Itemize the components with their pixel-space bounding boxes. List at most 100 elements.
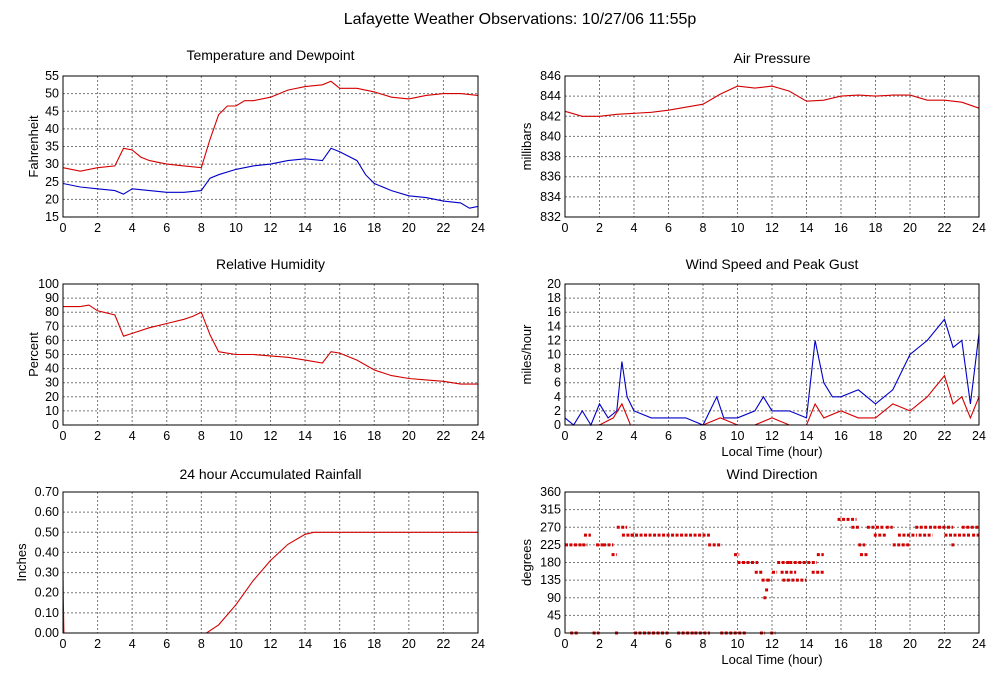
plot-frame bbox=[62, 491, 479, 634]
xtick-label: 24 bbox=[471, 637, 485, 651]
ytick-label: 80 bbox=[45, 305, 59, 319]
xtick-label: 4 bbox=[129, 221, 136, 235]
ytick-label: 0 bbox=[554, 418, 561, 432]
ytick-label: 135 bbox=[540, 573, 561, 587]
ytick-label: 8 bbox=[554, 362, 561, 376]
ytick-label: 0.50 bbox=[35, 525, 59, 539]
xtick-label: 0 bbox=[562, 221, 569, 235]
ytick-label: 30 bbox=[45, 376, 59, 390]
xtick-label: 14 bbox=[298, 221, 312, 235]
ytick-label: 0.20 bbox=[35, 586, 59, 600]
xtick-label: 6 bbox=[665, 221, 672, 235]
y-axis-label: degrees bbox=[519, 539, 534, 586]
ytick-label: 838 bbox=[540, 150, 561, 164]
xtick-label: 0 bbox=[60, 637, 67, 651]
xtick-label: 8 bbox=[700, 429, 707, 443]
xtick-label: 14 bbox=[800, 637, 814, 651]
xtick-label: 16 bbox=[834, 637, 848, 651]
xtick-label: 22 bbox=[436, 221, 450, 235]
xtick-label: 2 bbox=[94, 429, 101, 443]
y-axis-label: Fahrenheit bbox=[26, 115, 41, 178]
plot-frame bbox=[564, 491, 980, 634]
xtick-label: 14 bbox=[800, 221, 814, 235]
xtick-label: 20 bbox=[402, 429, 416, 443]
ytick-label: 846 bbox=[540, 69, 561, 83]
xtick-label: 8 bbox=[700, 637, 707, 651]
xtick-label: 18 bbox=[869, 429, 883, 443]
xtick-label: 0 bbox=[562, 429, 569, 443]
xtick-label: 6 bbox=[163, 221, 170, 235]
ytick-label: 0 bbox=[554, 626, 561, 640]
ytick-label: 0.40 bbox=[35, 545, 59, 559]
xtick-label: 16 bbox=[333, 221, 347, 235]
xtick-label: 14 bbox=[298, 429, 312, 443]
ytick-label: 0.60 bbox=[35, 505, 59, 519]
series-line-blue bbox=[564, 318, 980, 427]
xtick-label: 8 bbox=[198, 637, 205, 651]
xtick-label: 12 bbox=[765, 429, 779, 443]
y-axis-label: miles/hour bbox=[519, 324, 534, 385]
ytick-label: 0.30 bbox=[35, 566, 59, 580]
ytick-label: 840 bbox=[540, 129, 561, 143]
series-line-blue bbox=[62, 147, 479, 209]
ytick-label: 842 bbox=[540, 109, 561, 123]
ytick-label: 18 bbox=[547, 291, 561, 305]
xtick-label: 18 bbox=[869, 637, 883, 651]
xtick-label: 0 bbox=[60, 221, 67, 235]
ytick-label: 25 bbox=[45, 175, 59, 189]
xtick-label: 20 bbox=[402, 221, 416, 235]
series-line-red bbox=[63, 304, 478, 385]
xtick-label: 2 bbox=[94, 637, 101, 651]
xtick-label: 10 bbox=[731, 221, 745, 235]
xtick-label: 12 bbox=[765, 221, 779, 235]
ytick-label: 16 bbox=[547, 305, 561, 319]
xtick-label: 10 bbox=[731, 637, 745, 651]
xtick-label: 10 bbox=[731, 429, 745, 443]
ytick-label: 55 bbox=[45, 69, 59, 83]
series-line-red bbox=[564, 85, 980, 117]
xtick-label: 24 bbox=[471, 221, 485, 235]
ytick-label: 35 bbox=[45, 140, 59, 154]
ytick-label: 45 bbox=[45, 104, 59, 118]
xtick-label: 8 bbox=[700, 221, 707, 235]
ytick-label: 360 bbox=[540, 485, 561, 499]
xtick-label: 4 bbox=[129, 429, 136, 443]
ytick-label: 225 bbox=[540, 538, 561, 552]
chart-title: Air Pressure bbox=[733, 50, 810, 66]
chart-title: Relative Humidity bbox=[216, 256, 325, 272]
xtick-label: 20 bbox=[903, 221, 917, 235]
xtick-label: 12 bbox=[264, 221, 278, 235]
xtick-label: 2 bbox=[596, 637, 603, 651]
ytick-label: 4 bbox=[554, 390, 561, 404]
xtick-label: 6 bbox=[665, 637, 672, 651]
xtick-label: 8 bbox=[198, 221, 205, 235]
ytick-label: 180 bbox=[540, 556, 561, 570]
y-axis-label: Inches bbox=[14, 543, 29, 582]
ytick-label: 0.70 bbox=[35, 485, 59, 499]
xtick-label: 22 bbox=[436, 637, 450, 651]
xtick-label: 24 bbox=[972, 221, 986, 235]
ytick-label: 60 bbox=[45, 333, 59, 347]
xtick-label: 20 bbox=[903, 637, 917, 651]
ytick-label: 20 bbox=[547, 277, 561, 291]
xtick-label: 10 bbox=[229, 637, 243, 651]
xtick-label: 24 bbox=[471, 429, 485, 443]
xtick-label: 6 bbox=[163, 429, 170, 443]
y-axis-label: millibars bbox=[519, 122, 534, 170]
chart-rain: 0.000.100.200.300.400.500.600.700 2 4 6 8 10 1… bbox=[14, 466, 485, 651]
xtick-label: 16 bbox=[834, 429, 848, 443]
ytick-label: 40 bbox=[45, 122, 59, 136]
ytick-label: 12 bbox=[547, 333, 561, 347]
xtick-label: 0 bbox=[562, 637, 569, 651]
xtick-label: 22 bbox=[938, 429, 952, 443]
xtick-label: 16 bbox=[333, 429, 347, 443]
xtick-label: 6 bbox=[665, 429, 672, 443]
xtick-label: 16 bbox=[834, 221, 848, 235]
xtick-label: 18 bbox=[367, 429, 381, 443]
xtick-label: 8 bbox=[198, 429, 205, 443]
ytick-label: 6 bbox=[554, 376, 561, 390]
